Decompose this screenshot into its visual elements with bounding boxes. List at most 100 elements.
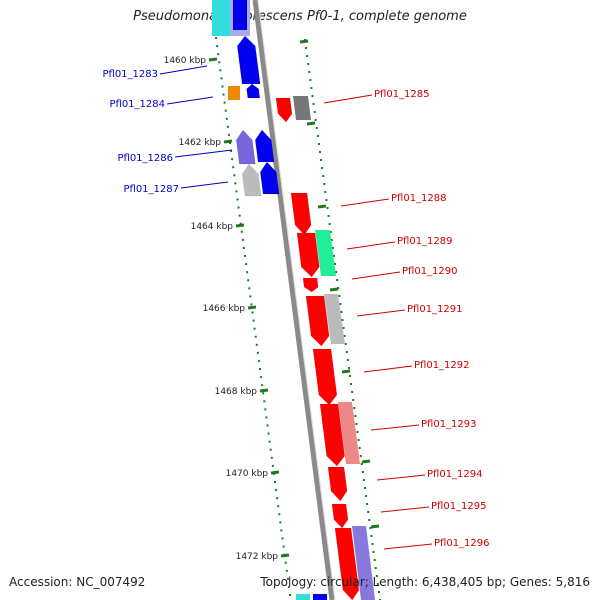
gene-block-Pfl01_1284[interactable]	[228, 86, 240, 100]
gene-block-Pfl01_1290[interactable]	[302, 277, 319, 293]
gene-block-Pfl01_1296-violet[interactable]	[352, 526, 375, 600]
gene-block-Pfl01_1283[interactable]	[237, 35, 261, 85]
outer-ring-dot	[311, 95, 314, 97]
outer-ring-dot	[338, 295, 341, 297]
gene-block-Pfl01_1291[interactable]	[305, 295, 330, 347]
inner-ring-dot	[220, 77, 223, 80]
gene-label-Pfl01_1294[interactable]: Pfl01_1294	[427, 469, 483, 480]
outer-ring-dot	[359, 455, 362, 457]
outer-ring-dot	[374, 567, 377, 569]
gene-label-Pfl01_1295[interactable]: Pfl01_1295	[431, 501, 487, 512]
outer-ring-dot	[344, 343, 347, 345]
gene-block-Pfl01_1287-grey[interactable]	[242, 163, 262, 197]
outer-ring-dot	[328, 223, 331, 225]
gene-label-Pfl01_1292[interactable]: Pfl01_1292	[414, 360, 470, 371]
outer-ring-dot	[323, 183, 326, 185]
gene-block-Pfl01_1287[interactable]	[260, 161, 280, 195]
inner-ring-dot	[264, 408, 267, 411]
gene-label-Pfl01_1291[interactable]: Pfl01_1291	[407, 304, 463, 315]
outer-ring-dot	[314, 119, 317, 121]
gene-label-Pfl01_1289[interactable]: Pfl01_1289	[397, 236, 453, 247]
gene-label-Pfl01_1284[interactable]: Pfl01_1284	[109, 99, 165, 110]
gene-block-Pfl01_1293[interactable]	[319, 403, 345, 467]
gene-block-Pfl01_1289-green[interactable]	[315, 230, 336, 276]
outer-ring-dot	[349, 375, 351, 377]
gene-block-rev-small[interactable]	[246, 83, 261, 99]
kbp-label: 1460 kbp	[164, 56, 207, 66]
inner-ring-dot	[286, 577, 289, 580]
outer-ring-dot	[345, 351, 348, 353]
inner-ring-dot	[263, 400, 266, 403]
outer-ring-dot	[326, 207, 329, 209]
outer-ring-dot	[327, 215, 330, 217]
gene-block-Pfl01_1293-pink[interactable]	[338, 402, 360, 464]
kbp-label: 1472 kbp	[236, 552, 279, 562]
labels: Pfl01_1283 Pfl01_1284 Pfl01_1285 Pfl01_1286…	[102, 65, 490, 550]
gene-block-Pfl01_1291-grey[interactable]	[324, 294, 345, 344]
partial-feature-bottom-blue[interactable]	[313, 594, 327, 600]
gene-label-Pfl01_1285[interactable]: Pfl01_1285	[374, 89, 430, 100]
outer-ring-dot	[319, 151, 321, 153]
gene-label-Pfl01_1288[interactable]: Pfl01_1288	[391, 193, 447, 204]
gene-block-Pfl01_1296[interactable]	[334, 527, 360, 600]
gene-block-Pfl01_1292[interactable]	[312, 348, 338, 406]
inner-ring-dot	[265, 416, 268, 419]
kbp-tick	[280, 553, 290, 558]
outer-ring-dot	[324, 191, 327, 193]
outer-ring-dot	[330, 239, 333, 241]
inner-ring-dot	[257, 359, 260, 362]
inner-ring-dot	[262, 392, 265, 395]
gene-block-Pfl01_1286-rna[interactable]	[236, 129, 256, 165]
gene-block-Pfl01_1288[interactable]	[290, 192, 312, 236]
inner-ring-dot	[238, 214, 241, 217]
gene-block-Pfl01_1289[interactable]	[296, 232, 320, 278]
inner-ring-dot	[276, 497, 279, 500]
outer-ring-dot	[377, 591, 380, 593]
gene-label-Pfl01_1283[interactable]: Pfl01_1283	[102, 69, 158, 80]
outer-ring-dot	[316, 135, 319, 137]
inner-ring-dot	[240, 230, 243, 233]
gene-label-Pfl01_1286[interactable]: Pfl01_1286	[117, 153, 173, 164]
inner-ring-dot	[241, 238, 244, 241]
partial-feature-blue[interactable]	[233, 0, 247, 30]
inner-ring-dot	[266, 424, 269, 427]
outer-ring-dot	[336, 279, 339, 281]
inner-ring-dot	[229, 142, 231, 144]
gene-block-Pfl01_1286[interactable]	[255, 129, 275, 163]
inner-ring-dot	[282, 545, 285, 548]
gene-label-Pfl01_1296[interactable]: Pfl01_1296	[434, 538, 490, 549]
partial-feature-cyan[interactable]	[212, 0, 230, 36]
gene-block-Pfl01_1285-grey[interactable]	[293, 96, 311, 120]
outer-kbp-tick	[370, 524, 380, 529]
backbone-highlight	[257, 0, 336, 600]
inner-ring-dot	[232, 166, 235, 169]
backbone-line	[252, 0, 335, 600]
partial-feature-bottom-cyan[interactable]	[296, 594, 310, 600]
outer-ring-dot	[313, 111, 316, 113]
inner-ring-dot	[237, 206, 240, 209]
inner-ring-dot	[259, 368, 261, 370]
inner-ring-dot	[279, 521, 282, 524]
gene-label-Pfl01_1287[interactable]: Pfl01_1287	[123, 184, 179, 195]
outer-ring-dot	[357, 439, 360, 441]
gene-label-Pfl01_1293[interactable]: Pfl01_1293	[421, 419, 477, 430]
outer-ring-dot	[340, 311, 343, 313]
outer-ring-dot	[317, 143, 320, 145]
outer-kbp-tick	[329, 287, 339, 292]
inner-ring-dot	[217, 53, 220, 56]
inner-ring-dot	[280, 529, 283, 532]
outer-ring-dot	[368, 519, 371, 521]
inner-ring-dot	[249, 295, 252, 298]
inner-ring-dot	[224, 109, 227, 112]
inner-ring-dot	[234, 182, 237, 185]
gene-block-Pfl01_1294[interactable]	[327, 466, 348, 502]
outer-ring-dot	[342, 327, 345, 329]
outer-kbp-tick	[317, 204, 327, 209]
gene-block-Pfl01_1295[interactable]	[331, 503, 349, 529]
inner-ring-dot	[222, 93, 225, 96]
outer-ring-dot	[364, 487, 366, 489]
gene-block-Pfl01_1285[interactable]	[275, 97, 293, 123]
accession-label: Accession: NC_007492	[9, 575, 146, 589]
gene-label-Pfl01_1290[interactable]: Pfl01_1290	[402, 266, 458, 277]
inner-ring-dot	[260, 376, 263, 379]
